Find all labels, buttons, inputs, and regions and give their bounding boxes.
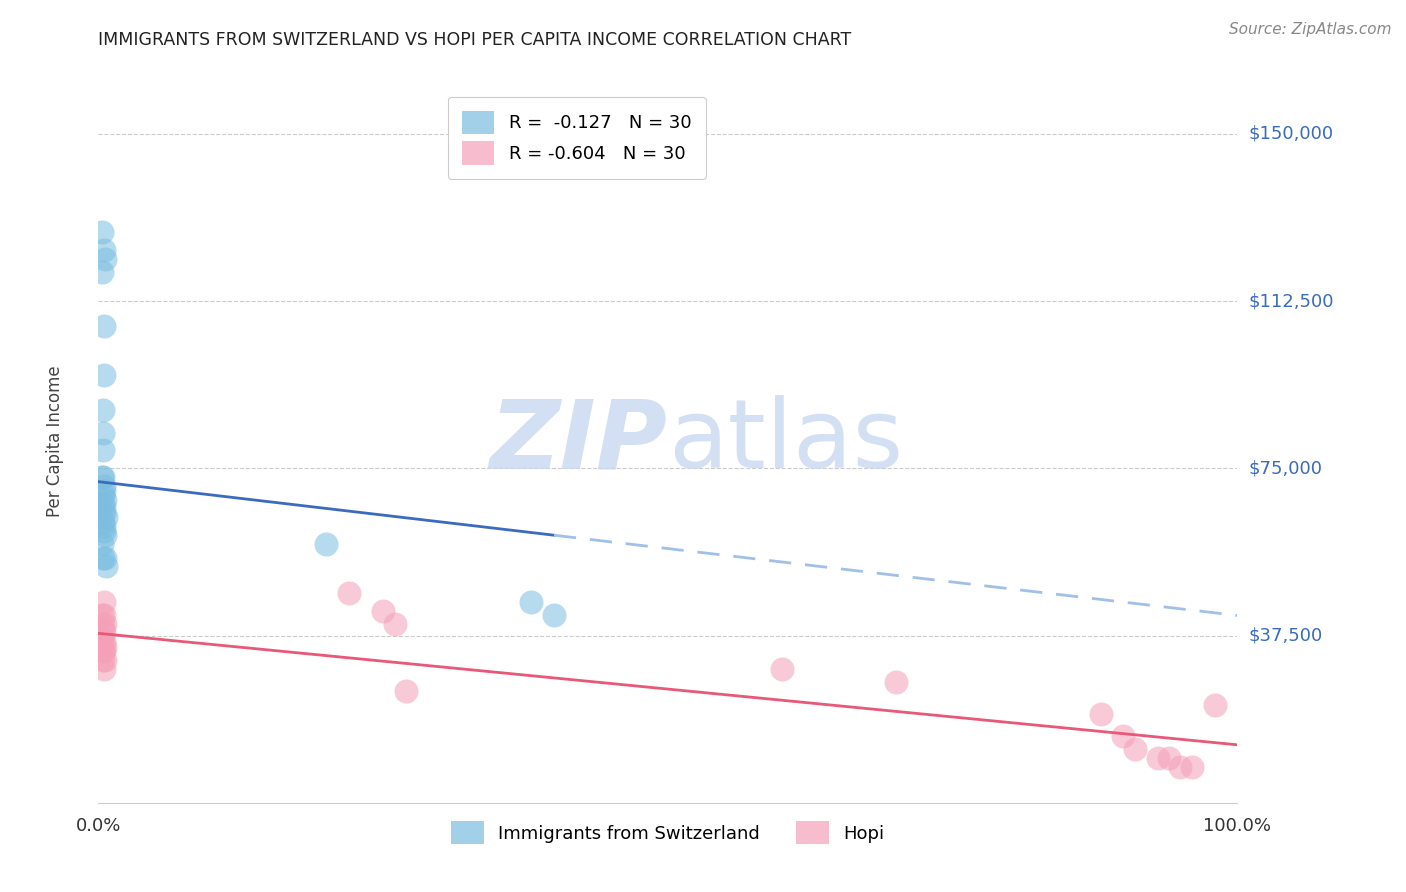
Point	[315, 537, 337, 551]
Point	[93, 608, 115, 623]
Point	[94, 653, 117, 667]
Point	[1157, 751, 1180, 765]
Point	[93, 626, 115, 640]
Point	[96, 510, 118, 524]
Point	[94, 528, 117, 542]
Text: $37,500: $37,500	[1249, 626, 1323, 645]
Point	[90, 470, 112, 484]
Point	[371, 604, 394, 618]
Text: IMMIGRANTS FROM SWITZERLAND VS HOPI PER CAPITA INCOME CORRELATION CHART: IMMIGRANTS FROM SWITZERLAND VS HOPI PER …	[98, 31, 852, 49]
Point	[91, 644, 114, 658]
Point	[91, 497, 114, 511]
Point	[91, 515, 114, 529]
Point	[93, 595, 115, 609]
Point	[93, 318, 115, 333]
Point	[90, 631, 112, 645]
Point	[91, 488, 114, 502]
Point	[94, 640, 117, 654]
Point	[91, 425, 114, 440]
Text: Source: ZipAtlas.com: Source: ZipAtlas.com	[1229, 22, 1392, 37]
Text: $150,000: $150,000	[1249, 125, 1333, 143]
Point	[1181, 760, 1204, 774]
Point	[1112, 729, 1135, 743]
Point	[91, 470, 114, 484]
Point	[91, 653, 114, 667]
Point	[94, 617, 117, 632]
Point	[1146, 751, 1168, 765]
Point	[93, 635, 115, 649]
Point	[93, 483, 115, 498]
Point	[395, 684, 418, 698]
Point	[1090, 706, 1112, 721]
Point	[96, 559, 118, 574]
Point	[1123, 742, 1146, 756]
Point	[770, 662, 793, 676]
Point	[93, 479, 115, 493]
Point	[1170, 760, 1192, 774]
Text: Per Capita Income: Per Capita Income	[46, 366, 65, 517]
Point	[93, 501, 115, 516]
Point	[90, 635, 112, 649]
Point	[93, 368, 115, 382]
Point	[520, 595, 543, 609]
Point	[884, 675, 907, 690]
Point	[91, 550, 114, 565]
Point	[90, 225, 112, 239]
Point	[93, 519, 115, 533]
Point	[93, 644, 115, 658]
Point	[384, 617, 406, 632]
Point	[93, 506, 115, 520]
Point	[90, 537, 112, 551]
Point	[543, 608, 565, 623]
Legend: Immigrants from Switzerland, Hopi: Immigrants from Switzerland, Hopi	[437, 806, 898, 859]
Text: ZIP: ZIP	[489, 395, 668, 488]
Point	[90, 265, 112, 279]
Text: $112,500: $112,500	[1249, 292, 1334, 310]
Point	[91, 443, 114, 458]
Point	[93, 243, 115, 257]
Point	[94, 492, 117, 507]
Point	[94, 252, 117, 266]
Point	[93, 662, 115, 676]
Text: $75,000: $75,000	[1249, 459, 1323, 477]
Point	[93, 524, 115, 538]
Point	[337, 586, 360, 600]
Point	[91, 403, 114, 417]
Point	[90, 608, 112, 623]
Point	[1204, 698, 1226, 712]
Point	[91, 622, 114, 636]
Text: atlas: atlas	[668, 395, 903, 488]
Point	[94, 550, 117, 565]
Point	[91, 617, 114, 632]
